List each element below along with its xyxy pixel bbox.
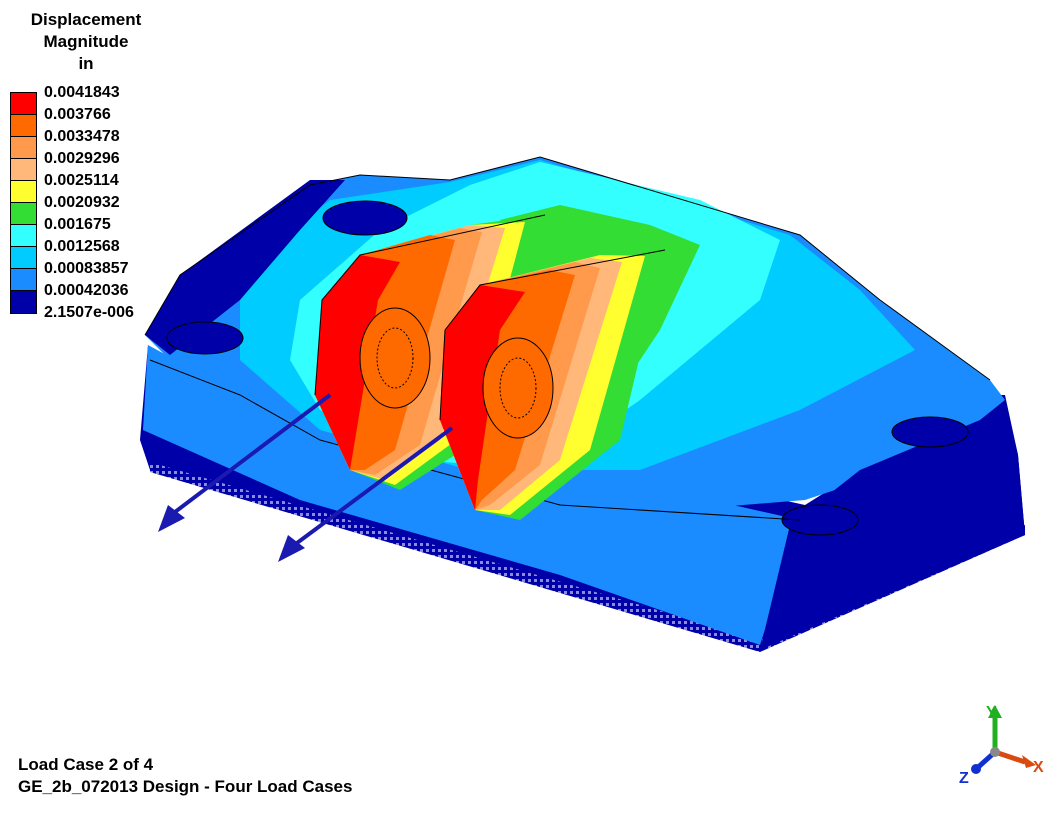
zone-corner-left bbox=[145, 180, 345, 355]
legend-title-line: Magnitude bbox=[43, 32, 129, 51]
triad-x-label: X bbox=[1033, 759, 1044, 776]
triad-z-arrowhead bbox=[971, 764, 981, 774]
legend-labels: 0.0041843 0.003766 0.0033478 0.0029296 0.002… bbox=[44, 83, 134, 325]
triad-y-label: Y bbox=[986, 704, 997, 721]
model-edge-line bbox=[149, 359, 801, 521]
design-title: GE_2b_072013 Design - Four Load Cases bbox=[18, 777, 353, 796]
legend-swatch bbox=[11, 291, 36, 313]
legend-swatch bbox=[11, 115, 36, 137]
triad-origin bbox=[990, 747, 1000, 757]
bolt-hole bbox=[891, 416, 969, 448]
load-arrow bbox=[278, 426, 454, 562]
legend-swatch bbox=[11, 93, 36, 115]
legend-color-bar bbox=[10, 92, 37, 314]
load-case-label: Load Case 2 of 4 bbox=[18, 755, 154, 774]
legend-label: 0.0029296 bbox=[44, 150, 120, 167]
legend-title-line: Displacement bbox=[30, 10, 142, 29]
legend-swatch bbox=[11, 225, 36, 247]
legend-swatch bbox=[11, 181, 36, 203]
bolt-hole bbox=[781, 504, 859, 536]
legend-title: Displacement Magnitude in bbox=[0, 9, 172, 75]
legend-label: 0.003766 bbox=[44, 106, 111, 123]
legend-label: 0.001675 bbox=[44, 216, 111, 233]
triad-z-label: Z bbox=[959, 770, 969, 787]
coordinate-triad[interactable]: Y X Z bbox=[959, 704, 1044, 787]
model-edge-line bbox=[144, 156, 991, 381]
legend-swatch bbox=[11, 203, 36, 225]
legend-swatch bbox=[11, 137, 36, 159]
legend-label: 0.0033478 bbox=[44, 128, 120, 145]
legend-label: 0.00042036 bbox=[44, 282, 129, 299]
legend-label: 0.00083857 bbox=[44, 260, 129, 277]
bracket-model bbox=[140, 156, 1025, 652]
bolt-hole bbox=[322, 200, 408, 236]
legend-title-line: in bbox=[78, 54, 94, 73]
legend-swatch bbox=[11, 247, 36, 269]
load-arrow bbox=[158, 393, 332, 532]
legend-swatch bbox=[11, 269, 36, 291]
legend-label: 0.0025114 bbox=[44, 172, 119, 189]
triad-x-axis bbox=[994, 749, 1026, 765]
clevis-ear-right bbox=[439, 249, 666, 520]
footer-info: Load Case 2 of 4 GE_2b_072013 Design - F… bbox=[18, 754, 352, 798]
triad-x-arrowhead bbox=[1022, 755, 1036, 768]
legend-swatch bbox=[11, 159, 36, 181]
legend-label: 0.0020932 bbox=[44, 194, 120, 211]
legend-label: 0.0041843 bbox=[44, 84, 120, 101]
triad-y-arrowhead bbox=[988, 705, 1002, 718]
legend-label: 0.0012568 bbox=[44, 238, 120, 255]
bolt-hole bbox=[166, 321, 244, 355]
zone-corner-right bbox=[760, 400, 1025, 650]
legend-label: 2.1507e-006 bbox=[44, 304, 134, 321]
